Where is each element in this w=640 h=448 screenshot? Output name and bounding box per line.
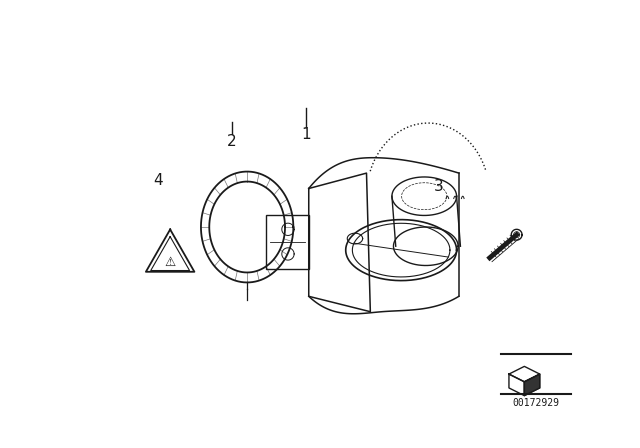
Text: 1: 1 [301, 127, 310, 142]
Text: 2: 2 [227, 134, 237, 149]
Polygon shape [524, 374, 540, 396]
Text: 4: 4 [153, 173, 163, 188]
Text: 3: 3 [434, 179, 444, 194]
Text: 00172929: 00172929 [513, 398, 559, 408]
Text: ⚠: ⚠ [164, 256, 176, 269]
